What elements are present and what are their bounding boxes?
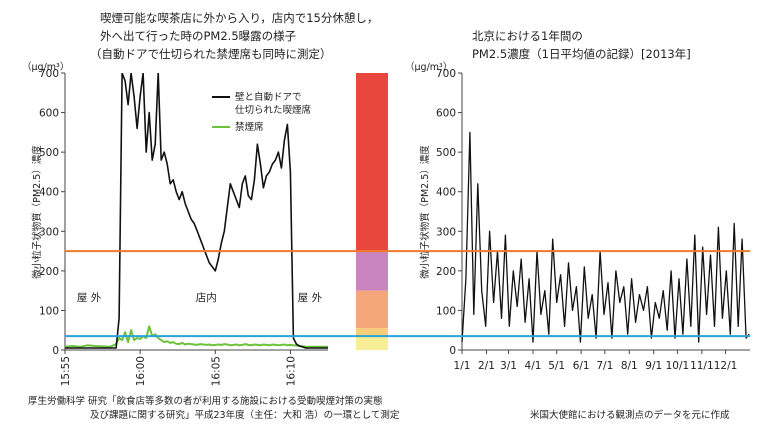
legend-label-smoking-1: 壁と自動ドアで bbox=[235, 91, 302, 103]
right-x-tick-label: 9/1 bbox=[645, 360, 662, 372]
legend-label-smoking-2: 仕切られた喫煙席 bbox=[235, 104, 312, 116]
right-y-label: 微小粒子状物質（PM2.5）濃度 bbox=[419, 145, 431, 279]
left-y-tick-label: 200 bbox=[39, 266, 59, 278]
legend: 壁と自動ドアで 仕切られた喫煙席 禁煙席 bbox=[212, 91, 312, 133]
aqi-band bbox=[356, 251, 388, 291]
source-right: 米国大使館における観測点のデータを元に作成 bbox=[530, 409, 730, 421]
left-y-label: 微小粒子状物質（PM2.5）濃度 bbox=[31, 145, 43, 279]
left-y-tick-label: 0 bbox=[52, 345, 59, 357]
left-x-tick-label: 16:05 bbox=[210, 356, 222, 386]
nonsmoking-seat-line bbox=[65, 325, 328, 348]
zone-label: 屋 外 bbox=[77, 292, 102, 304]
right-x-tick-label: 2/1 bbox=[478, 360, 495, 372]
aqi-band bbox=[356, 290, 388, 329]
left-y-tick-label: 600 bbox=[39, 108, 59, 120]
right-title-line-2: PM2.5濃度（1日平均値の記録）[2013年] bbox=[472, 47, 691, 61]
aqi-band bbox=[356, 328, 388, 337]
zone-label: 店内 bbox=[196, 291, 217, 304]
left-title-line-1: 喫煙可能な喫茶店に外から入り，店内で15分休憩し， bbox=[100, 11, 378, 25]
source-left-line-2: 及び課題に関する研究」平成23年度（主任：大和 浩）の一環として測定 bbox=[90, 409, 400, 421]
right-y-unit: （μg/m³） bbox=[405, 61, 452, 73]
aqi-band bbox=[356, 336, 388, 350]
right-y-tick-label: 500 bbox=[436, 147, 456, 159]
left-y-tick-label: 500 bbox=[39, 147, 59, 159]
left-x-tick-label: 15:55 bbox=[60, 356, 72, 386]
left-y-tick-label: 400 bbox=[39, 187, 59, 199]
left-title-line-3: （自動ドアで仕切られた禁煙席も同時に測定） bbox=[90, 47, 332, 61]
right-x-tick-label: 1/1 bbox=[454, 360, 471, 372]
right-chart: 0 100 200 300 400 500 600 700 1/1 2/1 3/1 4/1 5/1 6/1… bbox=[436, 68, 750, 372]
beijing-daily-line bbox=[461, 131, 750, 343]
left-y-unit: （μg/m³） bbox=[22, 61, 69, 73]
right-x-tick-label: 4/1 bbox=[525, 360, 542, 372]
right-y-tick-label: 0 bbox=[449, 345, 456, 357]
zone-label: 屋 外 bbox=[298, 292, 323, 304]
left-x-tick-label: 16:10 bbox=[285, 356, 297, 386]
aqi-band bbox=[356, 73, 388, 252]
right-x-tick-label: 3/1 bbox=[500, 360, 517, 372]
right-x-tick-label: 10/1 bbox=[666, 360, 690, 372]
right-x-tick-label: 11/1 bbox=[690, 360, 714, 372]
left-title-line-2: 外へ出て行った時のPM2.5曝露の様子 bbox=[100, 29, 296, 43]
right-y-tick-label: 300 bbox=[436, 226, 456, 238]
right-x-tick-label: 6/1 bbox=[573, 360, 590, 372]
left-y-tick-label: 700 bbox=[39, 68, 59, 80]
right-title-line-1: 北京における1年間の bbox=[472, 29, 583, 43]
right-y-tick-label: 400 bbox=[436, 187, 456, 199]
right-x-tick-label: 8/1 bbox=[621, 360, 638, 372]
left-chart: 0 100 200 300 400 500 600 700 15:55 16:00 16:05 16:… bbox=[39, 68, 328, 386]
aqi-color-bar bbox=[356, 73, 388, 350]
left-x-tick-label: 16:00 bbox=[135, 356, 147, 386]
right-y-tick-label: 100 bbox=[436, 305, 456, 317]
left-y-tick-label: 300 bbox=[39, 226, 59, 238]
left-y-tick-label: 100 bbox=[39, 305, 59, 317]
source-left-line-1: 厚生労働科学 研究「飲食店等多数の者が利用する施設における受動喫煙対策の実態 bbox=[28, 395, 383, 407]
right-y-tick-label: 600 bbox=[436, 108, 456, 120]
right-y-tick-label: 200 bbox=[436, 266, 456, 278]
right-x-tick-label: 12/1 bbox=[714, 360, 738, 372]
reference-lines bbox=[65, 250, 750, 338]
right-x-tick-label: 5/1 bbox=[548, 360, 565, 372]
right-y-tick-label: 700 bbox=[436, 68, 456, 80]
legend-label-nonsmoking: 禁煙席 bbox=[235, 121, 264, 133]
right-x-tick-label: 7/1 bbox=[596, 360, 613, 372]
